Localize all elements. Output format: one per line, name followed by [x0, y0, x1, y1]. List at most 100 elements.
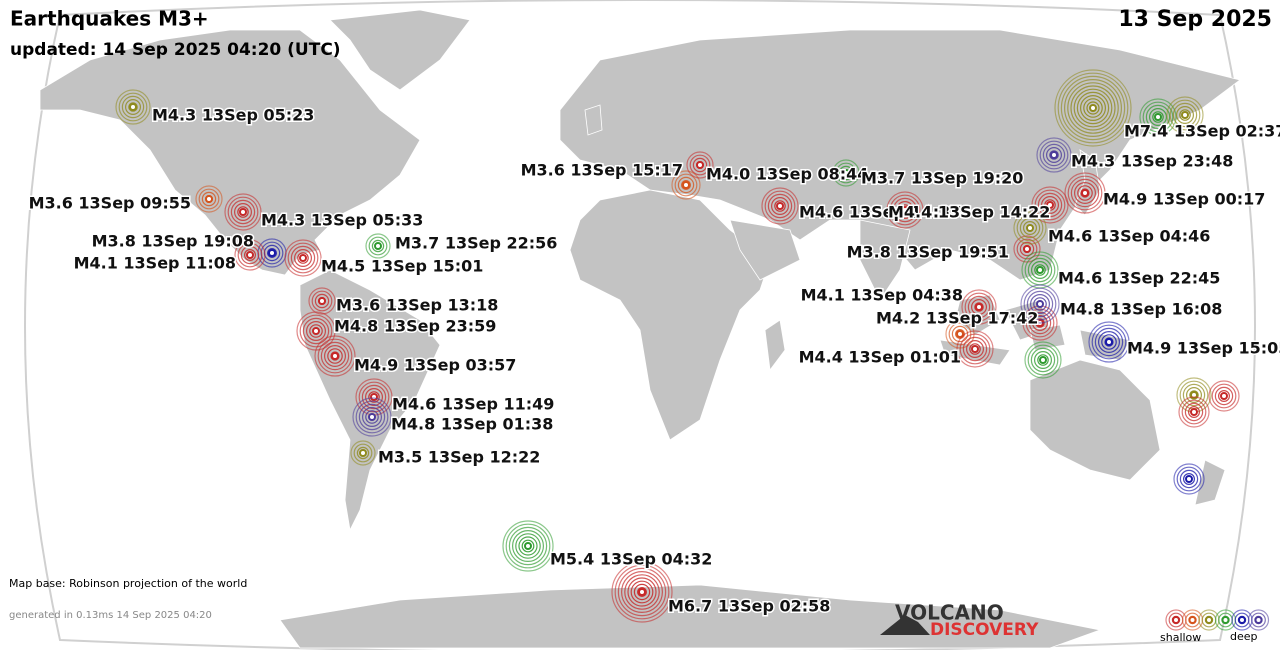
ring	[1063, 78, 1122, 137]
ring	[1083, 98, 1103, 118]
dot	[1036, 266, 1044, 274]
ring	[121, 95, 145, 119]
quake-marker	[1013, 211, 1047, 245]
ring	[365, 233, 391, 259]
ring	[1024, 341, 1062, 379]
dot	[268, 249, 276, 257]
ring	[886, 191, 924, 229]
ring	[764, 190, 796, 222]
ring	[287, 242, 319, 274]
ring	[1189, 390, 1199, 400]
ring	[767, 193, 793, 219]
ring	[320, 341, 350, 371]
ring	[1030, 261, 1049, 280]
quake-label: M4.1 13Sep 04:38	[801, 286, 963, 305]
ring	[680, 180, 691, 191]
quake-label: M4.9 13Sep 15:05	[1127, 339, 1280, 358]
ring	[1036, 137, 1072, 173]
ring	[1028, 311, 1052, 335]
ring	[835, 162, 857, 184]
dot	[1046, 201, 1054, 209]
ring	[244, 249, 257, 262]
quake-label: M3.7 13Sep 19:20	[861, 169, 1023, 188]
ring	[518, 536, 538, 556]
logo-icon	[880, 615, 930, 635]
dot	[1220, 392, 1228, 400]
quake-marker	[350, 440, 376, 466]
ring	[356, 446, 370, 460]
ring	[832, 159, 860, 187]
dot	[370, 393, 378, 401]
ring	[358, 381, 390, 413]
legend-label: shallow	[1160, 631, 1201, 644]
quake-marker	[1064, 172, 1106, 214]
ring	[1097, 331, 1120, 354]
quake-marker	[284, 239, 322, 277]
quake-marker	[314, 335, 356, 377]
ring	[237, 242, 263, 268]
dot	[1023, 245, 1031, 253]
dot	[1221, 616, 1230, 624]
quake-marker	[115, 89, 151, 125]
ring	[1152, 111, 1164, 123]
dot	[842, 169, 850, 177]
quake-label: M7.4 13Sep 02:37	[1124, 122, 1280, 141]
dot	[1050, 151, 1058, 159]
quake-marker	[195, 185, 223, 213]
ring	[314, 335, 356, 377]
ring	[1211, 383, 1237, 409]
ring	[1025, 308, 1055, 338]
ring	[227, 196, 259, 228]
quake-marker	[1020, 284, 1060, 324]
dot	[1105, 338, 1113, 346]
ring	[1073, 88, 1113, 128]
ring	[677, 176, 695, 194]
quake-marker	[886, 191, 924, 229]
ring	[956, 330, 994, 368]
quake-marker	[1054, 69, 1132, 147]
logo-text: DISCOVERY	[930, 620, 1039, 640]
ring	[118, 92, 148, 122]
ring	[358, 403, 386, 431]
ring	[230, 199, 256, 225]
ring	[671, 170, 701, 200]
ring	[1181, 399, 1207, 425]
ring	[299, 314, 333, 348]
dot	[776, 202, 784, 210]
quake-label: M4.4 13Sep 01:01	[799, 348, 961, 367]
generated: generated in 0.13ms 14 Sep 2025 04:20	[9, 610, 212, 621]
dot	[318, 297, 326, 305]
dot	[1089, 104, 1097, 112]
ring	[899, 204, 911, 216]
quake-marker	[1031, 186, 1069, 224]
ring	[1023, 287, 1057, 321]
ring	[624, 574, 660, 610]
quake-label: M6.7 13Sep 02:58	[668, 597, 830, 616]
ring	[124, 98, 141, 115]
ring	[1179, 109, 1191, 121]
ring	[1251, 612, 1266, 628]
quake-marker	[1013, 235, 1041, 263]
ring	[1184, 402, 1204, 422]
ring	[234, 203, 253, 222]
ring	[1166, 96, 1204, 134]
dot	[696, 161, 704, 169]
ring	[1033, 351, 1052, 370]
quake-label: M4.3 13Sep 05:33	[261, 211, 423, 230]
ring	[1027, 344, 1059, 376]
ring	[201, 191, 217, 207]
quake-marker	[956, 330, 994, 368]
ring	[948, 322, 972, 346]
ring	[505, 523, 551, 569]
ring	[1179, 469, 1199, 489]
ring	[1070, 178, 1100, 208]
quake-marker	[961, 289, 997, 325]
ring	[970, 299, 987, 316]
quake-marker	[686, 151, 714, 179]
ring	[636, 586, 647, 597]
ring	[224, 193, 262, 231]
dot	[638, 588, 646, 596]
ring	[1187, 406, 1200, 419]
ring	[309, 324, 323, 338]
ring	[1169, 99, 1201, 131]
